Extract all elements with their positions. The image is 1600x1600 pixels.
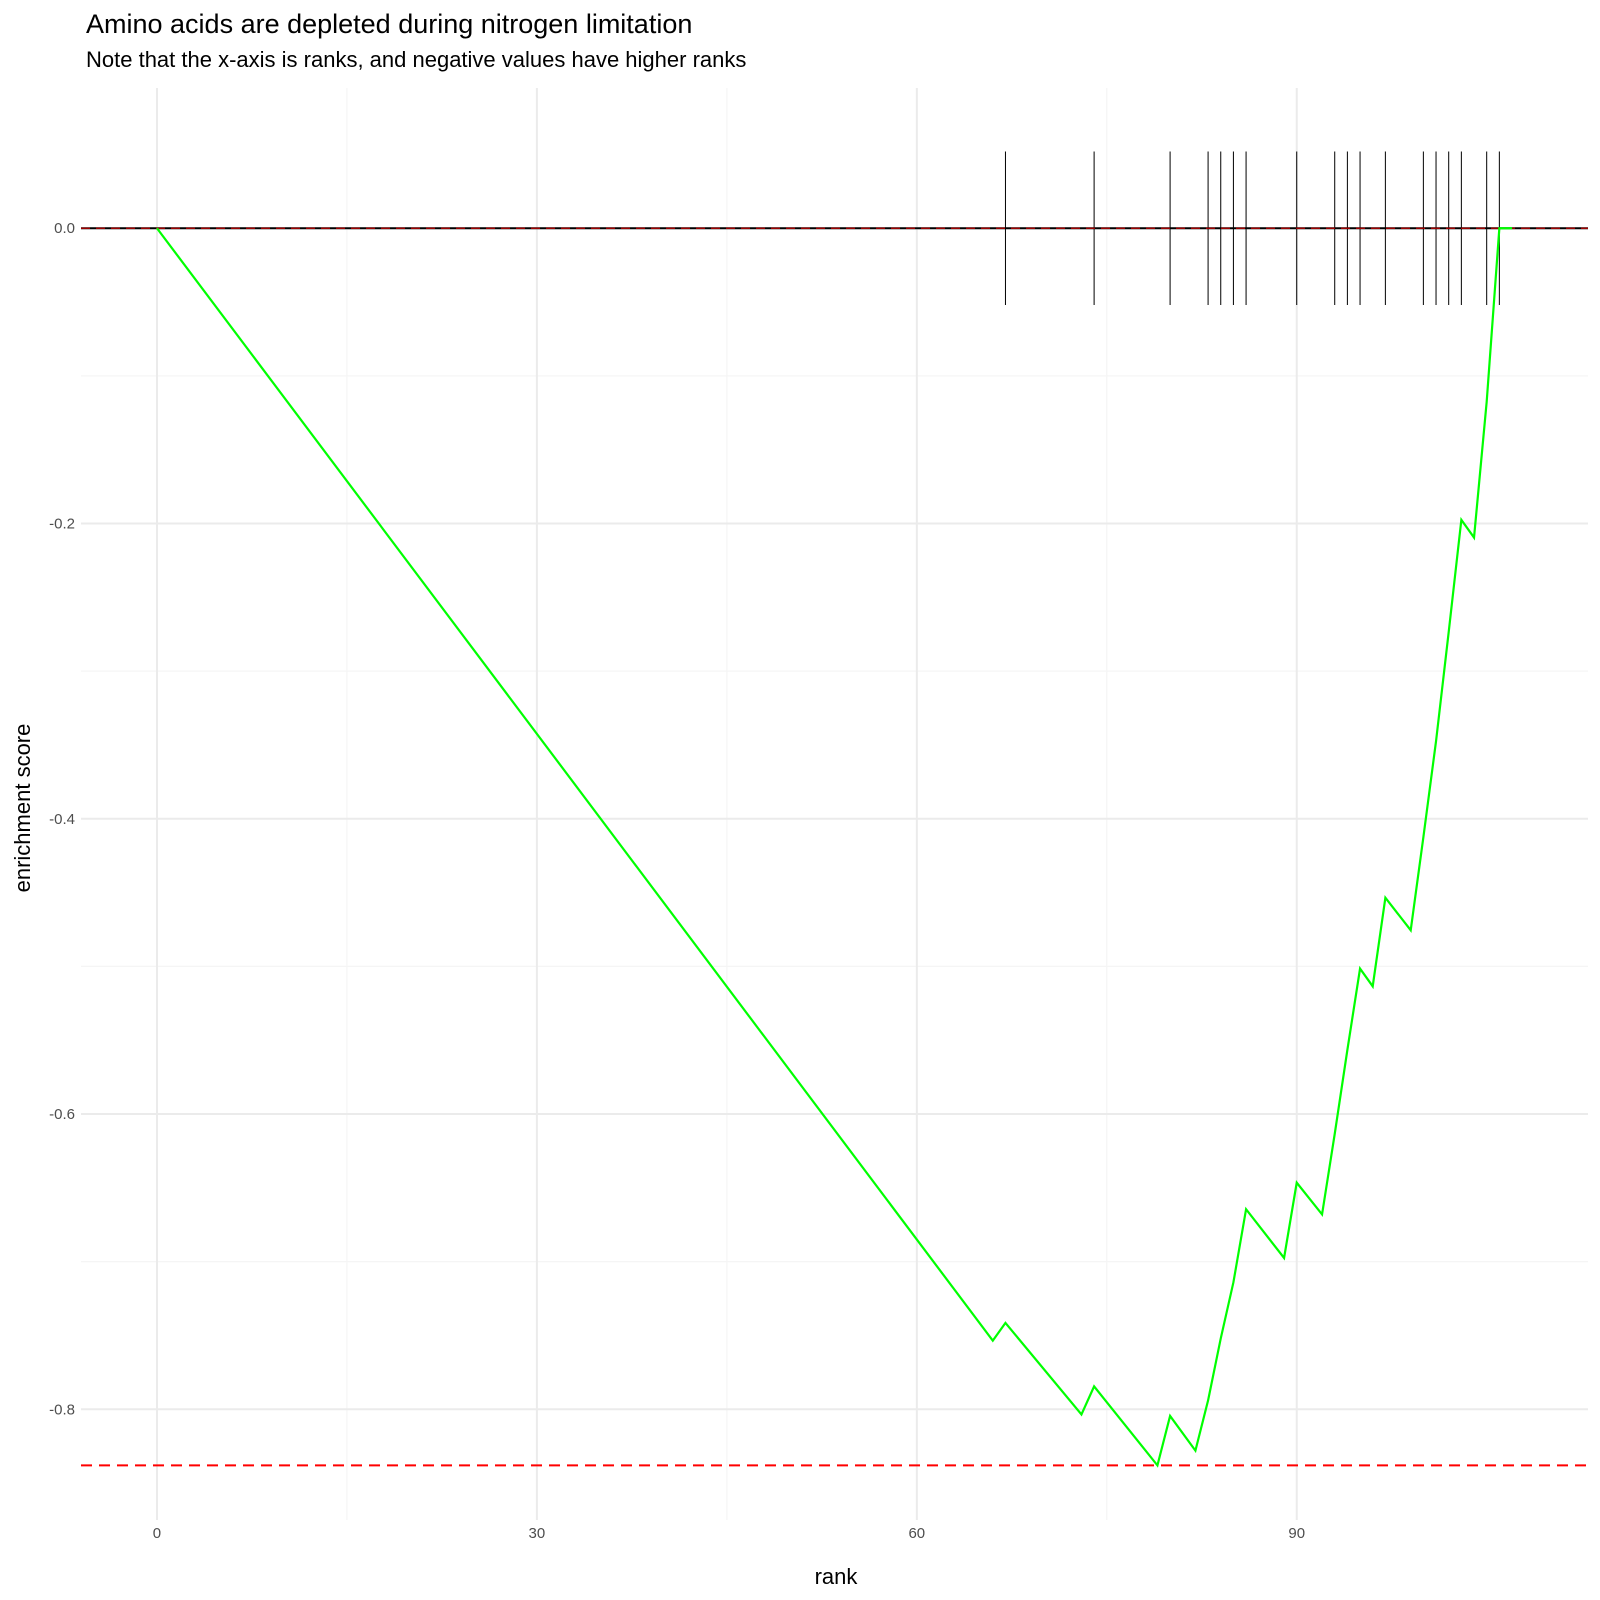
- y-tick-label: -0.6: [49, 1106, 75, 1123]
- x-axis-title: rank: [815, 1564, 859, 1589]
- y-tick-label: -0.2: [49, 516, 75, 533]
- y-tick-label: 0.0: [54, 220, 75, 237]
- chart-title: Amino acids are depleted during nitrogen…: [86, 9, 692, 39]
- x-tick-label: 0: [153, 1525, 161, 1542]
- tick-labels: 0 30 60 90 0.0 -0.2 -0.4 -0.6 -0.8: [49, 220, 1305, 1542]
- series-lines: [156, 227, 1513, 1468]
- x-tick-label: 30: [529, 1525, 546, 1542]
- chart-subtitle: Note that the x-axis is ranks, and negat…: [86, 47, 746, 72]
- x-tick-label: 60: [908, 1525, 925, 1542]
- grid-lines: [81, 88, 1588, 1520]
- y-axis-title: enrichment score: [10, 724, 35, 893]
- reference-lines: [81, 227, 1588, 1467]
- x-tick-label: 90: [1288, 1525, 1305, 1542]
- enrichment-score-line: [156, 227, 1513, 1468]
- y-tick-label: -0.8: [49, 1401, 75, 1418]
- y-tick-label: -0.4: [49, 811, 75, 828]
